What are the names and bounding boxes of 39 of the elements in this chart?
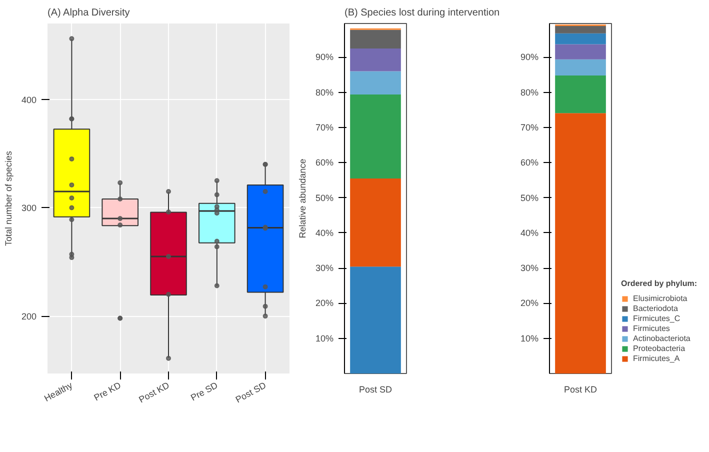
- legend-label: Actinobacteriota: [633, 333, 690, 343]
- x-tick-label: Pre KD: [92, 380, 123, 403]
- y-tick-label: 50%: [520, 192, 538, 203]
- text: (B) Species lost during intervention: [344, 8, 500, 18]
- y-tick-label: 20%: [315, 298, 334, 308]
- y-tick-label: 30%: [315, 263, 334, 274]
- y-tick-label: 400: [21, 94, 37, 105]
- x-tick-label: Post SD: [358, 384, 393, 394]
- y-tick-label: 80%: [520, 87, 538, 98]
- y-tick-label: 60%: [520, 158, 538, 168]
- x-tick-label: Post SD: [234, 380, 268, 405]
- y-tick-label: 300: [21, 203, 37, 214]
- y-tick-label: 70%: [315, 122, 334, 133]
- y-tick-label: 10%: [520, 333, 538, 344]
- y-tick-label: 10%: [315, 333, 334, 344]
- legend-label: Firmicutes: [633, 323, 670, 333]
- y-tick-label: 90%: [315, 52, 334, 62]
- legend-label: Elusimicrobiota: [633, 293, 688, 303]
- y-tick-label: 20%: [520, 298, 538, 308]
- legend-label: Firmicutes_A: [633, 353, 680, 363]
- y-axis-title: Relative abundance: [297, 158, 308, 238]
- legend-label: Firmicutes_C: [633, 313, 680, 323]
- y-tick-label: 200: [21, 312, 37, 322]
- legend-label: Proteobacteria: [633, 343, 686, 353]
- chart-title: (A) Alpha Diversity: [48, 8, 130, 18]
- y-tick-label: 40%: [315, 228, 334, 238]
- y-axis-title: Total number of species: [3, 150, 14, 246]
- x-tick-label: Post KD: [564, 384, 598, 394]
- y-tick-label: 90%: [520, 52, 538, 62]
- legend-title: Ordered by phylum:: [621, 279, 698, 288]
- y-tick-label: 80%: [315, 87, 334, 98]
- x-tick-label: Post KD: [137, 380, 172, 405]
- legend-label: Bacteriodota: [633, 303, 678, 313]
- y-tick-label: 50%: [315, 192, 334, 203]
- y-tick-label: 30%: [520, 263, 538, 274]
- x-tick-label: Pre SD: [189, 380, 220, 403]
- y-tick-label: 40%: [520, 228, 538, 238]
- y-tick-label: 70%: [520, 122, 538, 133]
- y-tick-label: 60%: [315, 158, 334, 168]
